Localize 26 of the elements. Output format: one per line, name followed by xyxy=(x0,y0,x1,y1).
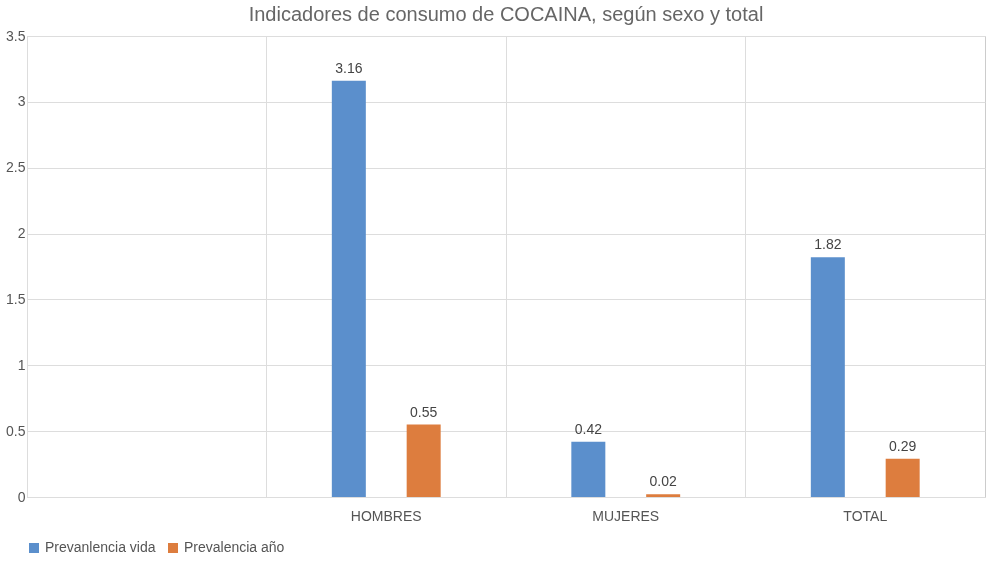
legend-label: Prevanlencia vida xyxy=(45,539,156,555)
bar xyxy=(810,257,845,497)
data-label: 0.02 xyxy=(649,473,678,490)
y-tick-label: 3.5 xyxy=(6,27,26,44)
y-tick-label: 0 xyxy=(17,488,26,505)
bar xyxy=(571,441,606,497)
bar xyxy=(406,424,441,497)
y-tick-label: 3 xyxy=(17,93,26,110)
y-tick-label: 2 xyxy=(17,225,26,242)
y-tick-label: 1 xyxy=(17,356,26,373)
bar xyxy=(646,494,681,497)
x-tick-label: HOMBRES xyxy=(350,507,422,524)
chart-title: Indicadores de consumo de COCAINA, según sexo y total xyxy=(248,3,764,25)
y-tick-label: 2.5 xyxy=(6,159,26,176)
data-label: 1.82 xyxy=(814,236,842,253)
y-tick-label: 1.5 xyxy=(6,290,26,307)
data-label: 3.16 xyxy=(335,59,363,76)
x-tick-label: TOTAL xyxy=(843,507,888,524)
data-label: 0.29 xyxy=(889,437,917,454)
x-tick-label: MUJERES xyxy=(592,507,660,524)
data-label: 0.55 xyxy=(410,403,438,420)
data-label: 0.42 xyxy=(574,420,603,437)
y-tick-label: 0.5 xyxy=(6,422,26,439)
bar xyxy=(331,80,366,497)
bar xyxy=(885,458,920,497)
legend-label: Prevalencia año xyxy=(184,539,285,555)
